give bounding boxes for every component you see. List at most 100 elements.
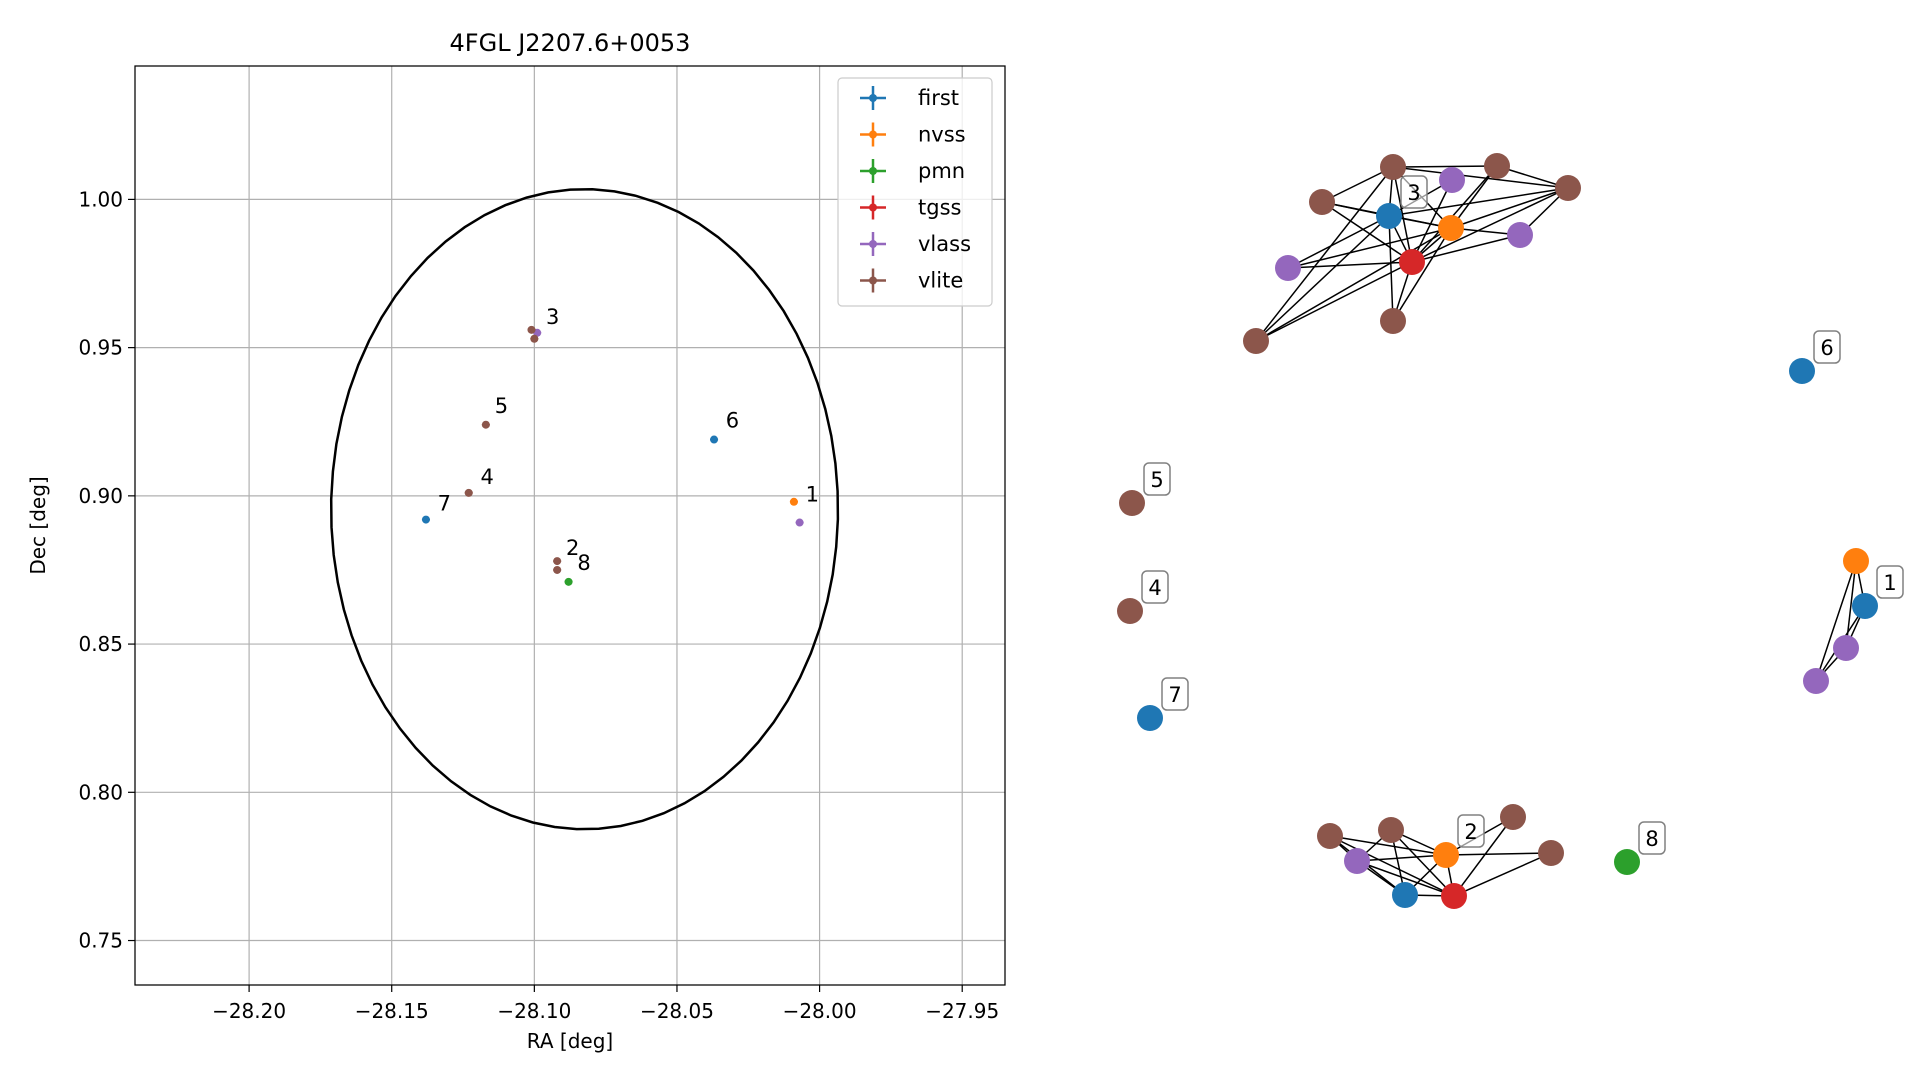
error-ellipse bbox=[329, 188, 840, 831]
point-vlite bbox=[553, 565, 562, 574]
x-tick-label: −27.95 bbox=[925, 999, 999, 1023]
network-edge bbox=[1287, 261, 1413, 269]
point-labels: 1 2 3 4 5 6 7 8 bbox=[438, 305, 819, 575]
network-node-first bbox=[1376, 203, 1402, 229]
network-label-box bbox=[1141, 570, 1169, 604]
network-edge bbox=[1329, 835, 1447, 856]
network-label-6: 6 bbox=[1820, 336, 1833, 360]
network-node-vlite bbox=[1484, 153, 1510, 179]
legend-label-tgss: tgss bbox=[918, 196, 961, 220]
network-edge bbox=[1287, 215, 1390, 269]
network-label-box bbox=[1876, 565, 1904, 599]
legend-marker-tgss bbox=[869, 203, 877, 212]
network-node-vlass bbox=[1803, 668, 1829, 694]
network-node-vlite bbox=[1555, 175, 1581, 201]
legend-label-nvss: nvss bbox=[918, 123, 966, 147]
error-ellipse-outline bbox=[329, 188, 840, 831]
network-edge bbox=[1329, 835, 1455, 897]
legend-marker-pmn bbox=[869, 167, 877, 175]
network-label-7: 7 bbox=[1168, 683, 1181, 707]
legend: first nvss pmn tgss vlass vlite bbox=[837, 77, 993, 307]
network-node-vlass bbox=[1439, 167, 1465, 193]
network-node-vlite bbox=[1317, 823, 1343, 849]
network-edge bbox=[1815, 560, 1857, 682]
y-tick-label: 0.75 bbox=[78, 929, 123, 953]
network-node-vlite bbox=[1380, 308, 1406, 334]
legend-label-pmn: pmn bbox=[918, 159, 965, 183]
point-label-1: 1 bbox=[806, 483, 819, 507]
y-tick-label: 0.90 bbox=[78, 484, 123, 508]
network-node-nvss bbox=[1843, 548, 1869, 574]
axis-ticks: −28.20 −28.15 −28.10 −28.05 −28.00 −27.95 0.75… bbox=[78, 187, 999, 1023]
network-label-2: 2 bbox=[1464, 820, 1477, 844]
network-node-first bbox=[1392, 882, 1418, 908]
network-panel: 3 6 5 4 7 1 2 8 bbox=[1117, 153, 1904, 909]
point-nvss bbox=[789, 497, 798, 506]
network-node-vlass bbox=[1507, 222, 1533, 248]
network-node-vlass bbox=[1833, 635, 1859, 661]
point-first bbox=[710, 435, 719, 444]
point-first bbox=[421, 515, 430, 524]
network-node-vlite bbox=[1538, 840, 1564, 866]
network-node-first bbox=[1137, 705, 1163, 731]
network-edge bbox=[1321, 166, 1394, 203]
legend-marker-vlass bbox=[869, 240, 877, 248]
network-node-nvss bbox=[1433, 842, 1459, 868]
network-edge bbox=[1411, 165, 1498, 263]
legend-label-vlite: vlite bbox=[918, 269, 963, 293]
scatter-points bbox=[421, 325, 804, 586]
network-edge bbox=[1392, 227, 1452, 322]
y-axis-label: Dec [deg] bbox=[26, 476, 50, 574]
legend-box bbox=[837, 77, 993, 307]
network-label-8: 8 bbox=[1645, 827, 1658, 851]
network-edge bbox=[1390, 829, 1455, 897]
network-edge bbox=[1411, 179, 1453, 263]
y-tick-label: 0.80 bbox=[78, 780, 123, 804]
point-label-5: 5 bbox=[495, 394, 508, 418]
point-label-6: 6 bbox=[726, 409, 739, 433]
network-edge bbox=[1392, 166, 1569, 189]
point-vlite bbox=[481, 420, 490, 429]
legend-marker-first bbox=[869, 94, 877, 102]
legend-marker-nvss bbox=[869, 130, 877, 139]
network-edge bbox=[1356, 860, 1455, 897]
network-edge bbox=[1255, 261, 1413, 342]
network-edge bbox=[1411, 234, 1521, 263]
network-node-vlite bbox=[1309, 189, 1335, 215]
network-label-box bbox=[1638, 821, 1666, 855]
network-node-pmn bbox=[1614, 849, 1640, 875]
chart-title: 4FGL J2207.6+0053 bbox=[450, 29, 691, 57]
network-edge bbox=[1255, 227, 1452, 342]
x-tick-label: −28.00 bbox=[783, 999, 857, 1023]
network-edge bbox=[1356, 854, 1447, 862]
point-label-3: 3 bbox=[546, 305, 559, 329]
network-node-nvss bbox=[1438, 215, 1464, 241]
network-label-5: 5 bbox=[1150, 468, 1163, 492]
x-tick-label: −28.05 bbox=[640, 999, 714, 1023]
network-edge bbox=[1450, 187, 1569, 229]
network-edges bbox=[1255, 165, 1866, 897]
x-tick-label: −28.15 bbox=[355, 999, 429, 1023]
network-edge bbox=[1453, 852, 1552, 897]
point-label-8: 8 bbox=[577, 551, 590, 575]
point-pmn bbox=[564, 577, 573, 586]
network-edge bbox=[1388, 187, 1569, 217]
network-node-vlass bbox=[1344, 848, 1370, 874]
network-edge bbox=[1388, 215, 1394, 322]
network-node-vlass bbox=[1275, 255, 1301, 281]
network-node-first bbox=[1789, 358, 1815, 384]
network-node-vlite bbox=[1380, 154, 1406, 180]
network-label-1: 1 bbox=[1883, 571, 1896, 595]
network-label-box bbox=[1161, 677, 1189, 711]
network-label-box bbox=[1457, 814, 1485, 848]
network-node-vlite bbox=[1243, 328, 1269, 354]
network-node-vlite bbox=[1500, 804, 1526, 830]
point-vlite bbox=[464, 488, 473, 497]
network-node-vlite bbox=[1378, 817, 1404, 843]
point-label-2: 2 bbox=[566, 536, 579, 560]
network-label-4: 4 bbox=[1148, 576, 1161, 600]
point-vlite bbox=[530, 334, 539, 343]
legend-label-vlass: vlass bbox=[918, 232, 971, 256]
